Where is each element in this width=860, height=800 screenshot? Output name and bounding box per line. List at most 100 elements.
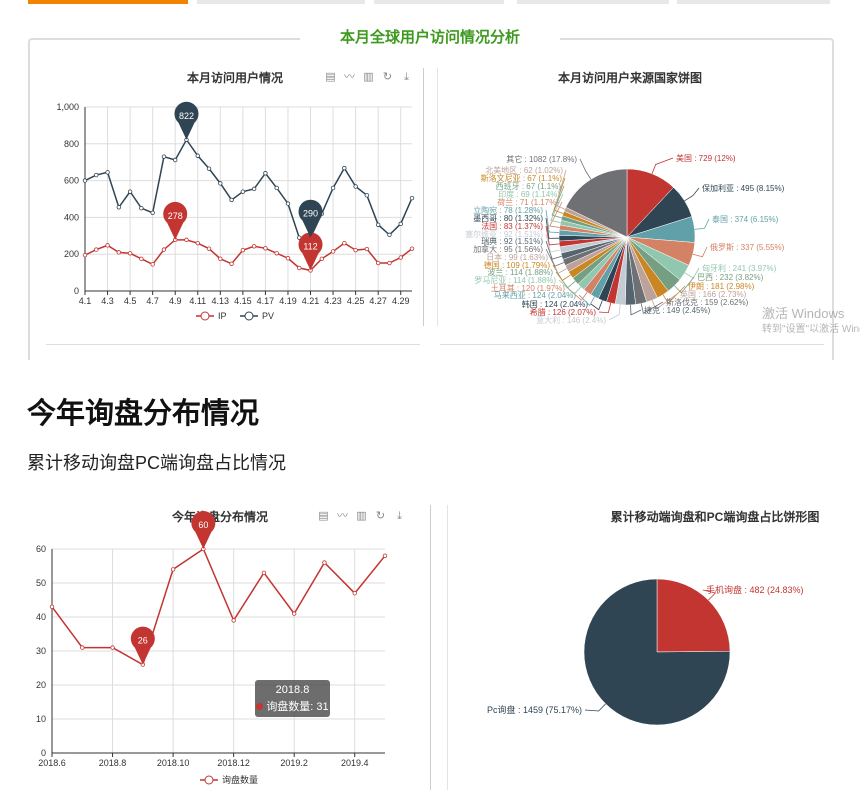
slice-label: 西班牙 : 67 (1.1%)	[496, 181, 562, 191]
data-point	[206, 166, 212, 171]
label-line	[553, 177, 566, 214]
download-icon[interactable]: ⤓	[404, 71, 409, 83]
legend-circle-icon	[200, 311, 210, 321]
slice-label: 立陶宛 : 78 (1.28%)	[473, 205, 543, 215]
x-tick-label: 4.17	[257, 296, 275, 306]
slice-label: 斯洛伐克 : 159 (2.62%)	[666, 297, 749, 307]
legend-label: 询盘数量	[222, 774, 258, 785]
marker-pin: 112	[298, 232, 323, 271]
slice-label: 意大利 : 146 (2.4%)	[536, 315, 606, 325]
slice-label: 斯洛文尼亚 : 67 (1.1%)	[481, 173, 563, 183]
slice-label: 英国 : 166 (2.73%)	[680, 289, 747, 299]
restore-icon[interactable]: ↻	[375, 510, 386, 522]
data-point	[342, 165, 347, 171]
country-pie-chart: 美国 : 729 (12%) 保加利亚 : 495 (8.15%) 泰国 : 374…	[465, 153, 785, 325]
data-point	[231, 618, 236, 623]
label-line	[545, 233, 561, 253]
label-line	[545, 209, 560, 234]
bar-chart-icon[interactable]: ▥	[363, 71, 374, 83]
bar-chart-icon[interactable]: ▥	[356, 510, 367, 522]
tooltip-value: 询盘数量: 31	[266, 701, 329, 713]
download-icon[interactable]: ⤓	[397, 510, 402, 522]
divider	[440, 344, 824, 345]
data-point	[353, 184, 358, 189]
tab-4[interactable]	[517, 0, 669, 4]
x-tick-label: 2018.10	[157, 758, 190, 768]
restore-icon[interactable]: ↻	[382, 71, 393, 83]
y-tick-label: 200	[64, 249, 79, 259]
marker-pin: 26	[130, 626, 155, 665]
data-view-icon[interactable]: ▤	[318, 510, 329, 522]
data-point	[195, 240, 200, 246]
data-point	[139, 256, 144, 261]
line-chart-icon[interactable]: 〰	[337, 510, 348, 522]
label-line	[545, 248, 565, 267]
slice-label: 日本 : 99 (1.63%)	[486, 252, 548, 262]
x-tick-label: 4.13	[212, 296, 230, 306]
x-tick-label: 4.9	[169, 296, 182, 306]
data-point	[364, 246, 370, 252]
tab-1[interactable]	[28, 0, 188, 4]
label-line	[630, 304, 642, 316]
slice-label: 波兰 : 114 (1.88%)	[487, 267, 553, 277]
legend-item[interactable]: 询盘数量	[200, 774, 258, 785]
pin-icon	[174, 101, 199, 140]
legend-item[interactable]: PV	[240, 311, 274, 321]
label-line	[651, 157, 674, 174]
data-point	[240, 247, 246, 253]
inquiry-line-chart: 0 10 20 30 40 50 60 2018.6 2018.8 2018.10 2018.12 2…	[36, 511, 388, 785]
data-point	[105, 170, 110, 175]
slice-label: 俄罗斯 : 337 (5.55%)	[710, 242, 785, 252]
tooltip-title: 2018.8	[275, 684, 310, 696]
x-tick-label: 4.11	[189, 296, 206, 306]
section-title: 本月全球用户访问情况分析	[300, 28, 560, 48]
series-line-PV	[84, 138, 413, 239]
label-line	[640, 301, 664, 314]
marker-pin: 822	[174, 101, 199, 140]
slice-label: 手机询盘 : 482 (24.83%)	[706, 584, 804, 595]
data-view-icon[interactable]: ▤	[325, 71, 336, 83]
line-chart-icon[interactable]: 〰	[344, 71, 355, 83]
data-point	[251, 244, 257, 249]
slice-label: 泰国 : 374 (6.15%)	[712, 214, 779, 224]
label-line	[558, 279, 582, 295]
data-point	[251, 186, 257, 192]
label-line	[674, 276, 695, 294]
label-line	[608, 304, 621, 321]
pin-label: 278	[168, 211, 183, 221]
tab-2[interactable]	[197, 0, 365, 4]
data-point	[229, 261, 234, 266]
data-point	[105, 243, 110, 248]
data-point	[352, 590, 357, 596]
data-point	[387, 232, 392, 238]
slice-label: 加拿大 : 95 (1.56%)	[473, 244, 543, 254]
tab-3[interactable]	[374, 0, 504, 4]
pin-icon	[191, 511, 216, 549]
data-point	[82, 252, 88, 258]
data-point	[382, 553, 388, 558]
toolbox: ▤ 〰 ▥ ↻ ⤓	[317, 510, 406, 523]
data-point	[263, 171, 268, 176]
chart-title: 本月访问用户情况	[186, 71, 283, 85]
data-point	[170, 567, 176, 572]
y-tick-label: 60	[36, 544, 46, 554]
slice-label: 巴西 : 232 (3.82%)	[697, 273, 764, 282]
x-tick-label: 2018.12	[217, 758, 250, 768]
label-line	[552, 264, 571, 282]
slice-label: 荷兰 : 71 (1.17%)	[497, 197, 559, 207]
pin-icon	[130, 626, 155, 665]
data-point	[291, 611, 297, 616]
y-tick-label: 50	[36, 578, 46, 588]
legend-item[interactable]: IP	[196, 311, 227, 321]
section-subtitle: 累计移动询盘PC端询盘占比情况	[27, 453, 287, 473]
label-line	[651, 293, 678, 311]
label-line	[702, 589, 717, 601]
slice-label: 匈牙利 : 241 (3.97%)	[702, 263, 777, 273]
data-point	[297, 265, 302, 271]
label-line	[590, 300, 603, 311]
inquiry-pie-chart: 手机询盘 : 482 (24.83%) Pc询盘 : 1459 (75.17%)	[487, 578, 804, 726]
tab-5[interactable]	[677, 0, 830, 4]
data-point	[375, 260, 381, 266]
y-tick-label: 30	[36, 646, 46, 656]
x-tick-label: 4.7	[146, 296, 159, 306]
